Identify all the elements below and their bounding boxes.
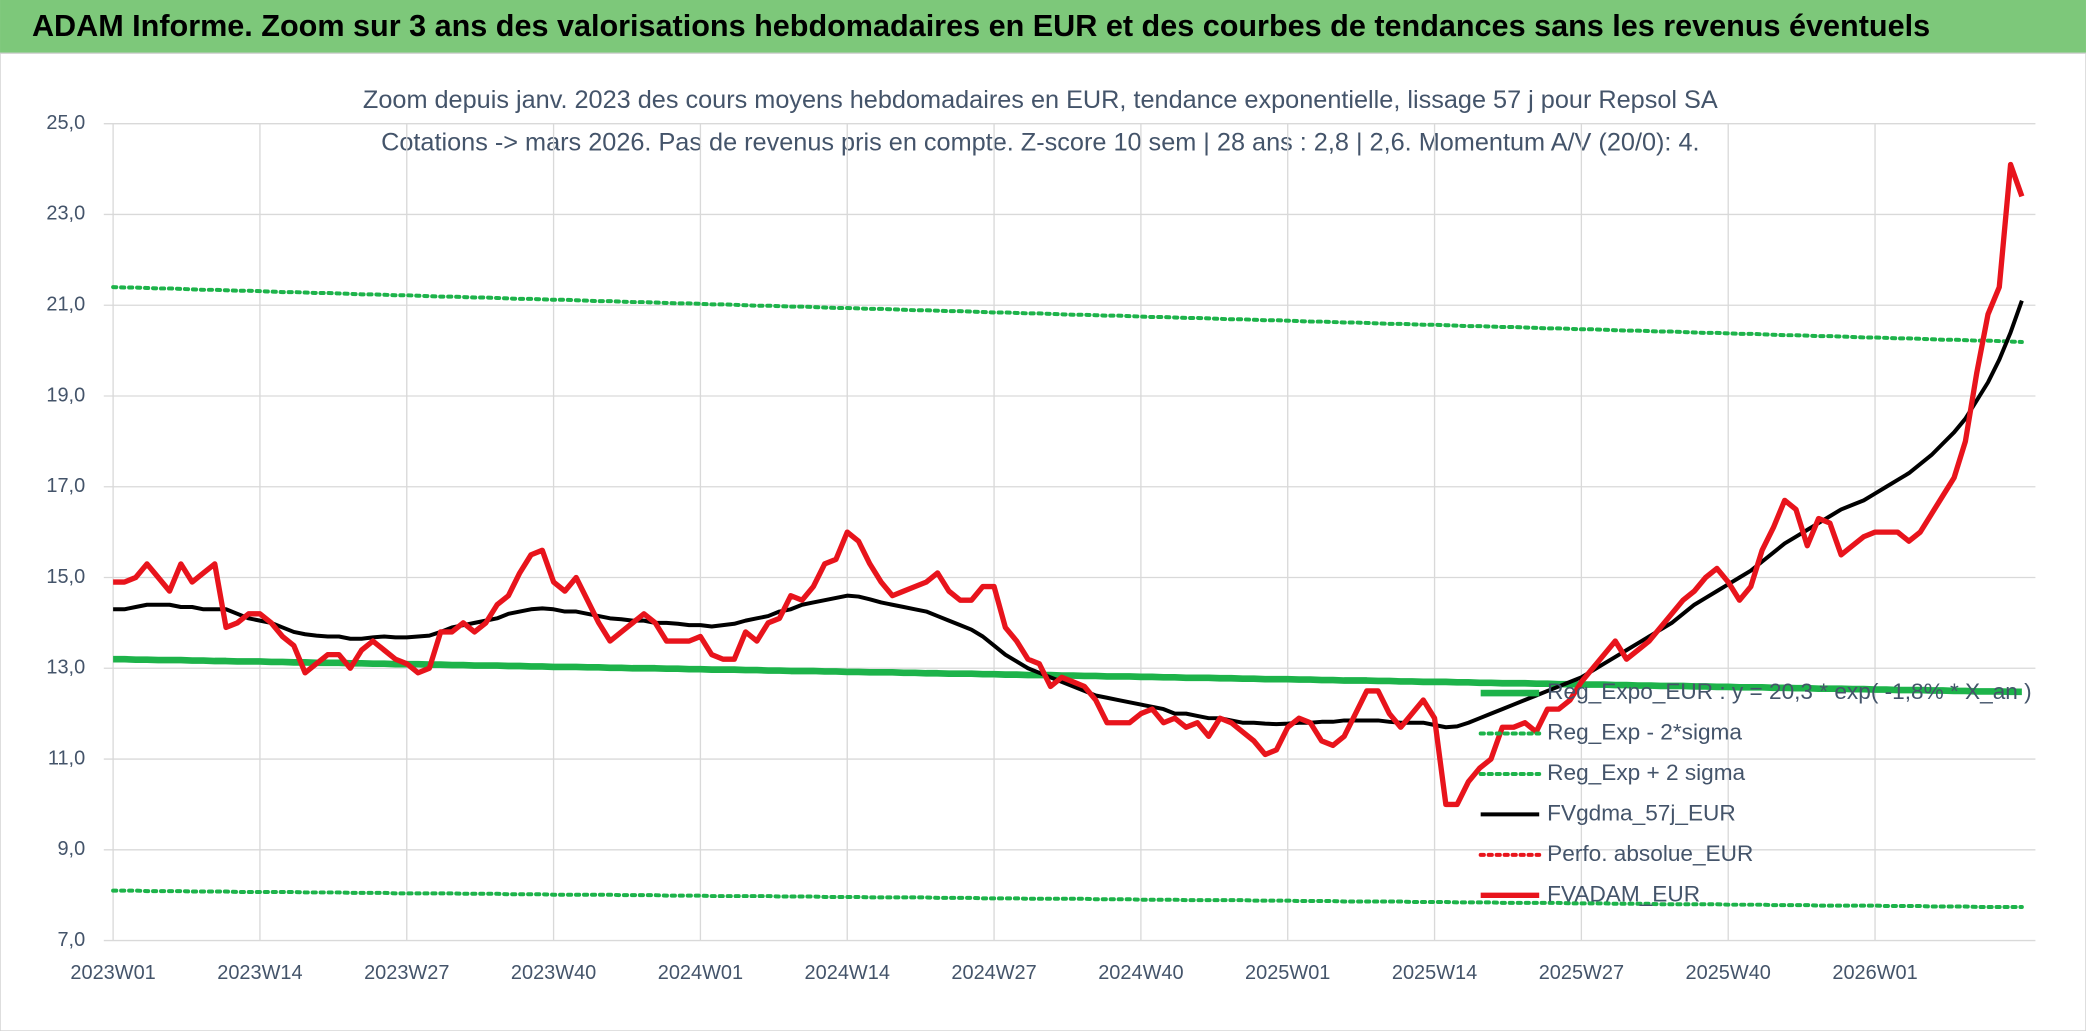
legend-label: Reg_Exp - 2*sigma (1547, 720, 1742, 745)
y-tick-label: 11,0 (48, 747, 85, 769)
x-tick-label: 2023W14 (217, 962, 302, 984)
series-line (113, 300, 2024, 730)
legend-label: Perfo. absolue_EUR (1547, 841, 1753, 866)
y-tick-label: 13,0 (46, 657, 85, 679)
x-tick-label: 2025W27 (1539, 962, 1624, 984)
x-tick-label: 2024W27 (951, 962, 1036, 984)
y-tick-label: 7,0 (57, 929, 85, 951)
legend-label: Reg_Expo_EUR : y = 20,3 * exp( -1,8% * X… (1547, 679, 2031, 704)
y-tick-label: 17,0 (46, 475, 85, 497)
y-tick-label: 19,0 (46, 384, 85, 406)
y-tick-label: 9,0 (57, 838, 85, 860)
series-line (111, 285, 2024, 344)
legend: Reg_Expo_EUR : y = 20,3 * exp( -1,8% * X… (1478, 679, 2032, 906)
chart-title: Zoom depuis janv. 2023 des cours moyens … (363, 86, 1718, 114)
legend-label: FVADAM_EUR (1547, 881, 1700, 906)
header-bar (0, 0, 2086, 54)
legend-label: Reg_Exp + 2 sigma (1547, 760, 1745, 785)
x-tick-label: 2024W01 (658, 962, 743, 984)
page-title: ADAM Informe. Zoom sur 3 ans des valoris… (32, 9, 1930, 43)
x-tick-label: 2024W40 (1098, 962, 1183, 984)
y-tick-label: 15,0 (46, 566, 85, 588)
y-tick-label: 23,0 (46, 203, 85, 225)
chart-subtitle: Cotations -> mars 2026. Pas de revenus p… (381, 128, 1699, 156)
x-tick-label: 2025W01 (1245, 962, 1330, 984)
x-tick-label: 2023W40 (511, 962, 596, 984)
y-tick-label: 21,0 (46, 294, 85, 316)
x-tick-label: 2026W01 (1832, 962, 1917, 984)
x-tick-label: 2025W14 (1392, 962, 1477, 984)
legend-label: FVgdma_57j_EUR (1547, 800, 1736, 825)
chart-area (0, 52, 2086, 1031)
x-tick-label: 2023W27 (364, 962, 449, 984)
x-tick-label: 2025W40 (1686, 962, 1771, 984)
x-tick-label: 2024W14 (805, 962, 890, 984)
lines (111, 161, 2025, 909)
series-line (113, 161, 2025, 808)
y-tick-label: 25,0 (46, 112, 85, 134)
x-tick-label: 2023W01 (70, 962, 155, 984)
series-line (111, 888, 2024, 909)
